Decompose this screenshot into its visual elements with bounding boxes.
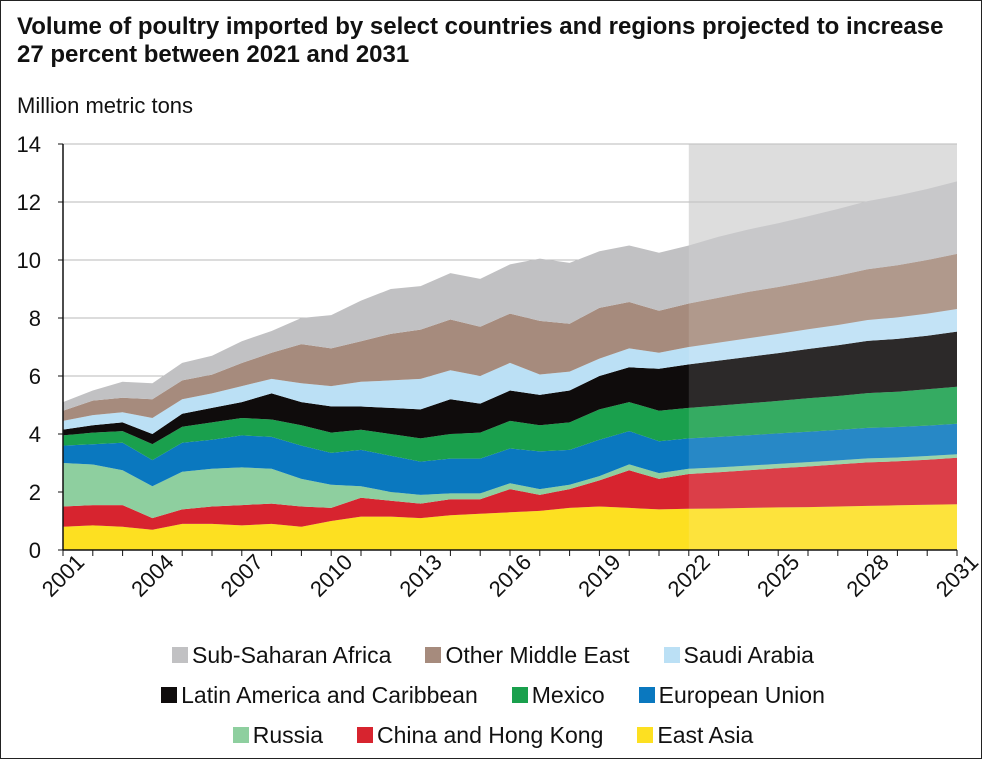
legend-label: Other Middle East [445, 641, 630, 668]
legend-label: European Union [658, 681, 825, 708]
legend-row: Latin America and Caribbean Mexico Europea… [1, 675, 981, 715]
legend-label: Mexico [531, 681, 605, 708]
area-east-asia [63, 504, 957, 550]
area-russia [63, 454, 957, 519]
legend-label: Sub-Saharan Africa [192, 641, 392, 668]
y-tick-label-14: 14 [17, 132, 41, 157]
legend-label: Saudi Arabia [683, 641, 814, 668]
chart-title: Volume of poultry imported by select cou… [17, 13, 944, 68]
legend-item-latin-america-and-caribbean: Latin America and Caribbean [161, 682, 478, 709]
legend-item-russia: Russia [232, 721, 324, 749]
legend: Sub-Saharan Africa Other Middle East Saudi… [1, 635, 981, 755]
y-axis-unit-label: Million metric tons [17, 93, 194, 118]
x-tick-label-2031: 2031 [931, 549, 982, 601]
legend-swatch [637, 727, 654, 743]
legend-label: Russia [252, 721, 324, 748]
legend-item-saudi-arabia: Saudi Arabia [663, 641, 814, 669]
x-tick-label-2004: 2004 [126, 549, 178, 601]
x-tick-label-2013: 2013 [394, 549, 446, 601]
legend-item-mexico: Mexico [511, 681, 605, 709]
y-tick-label-10: 10 [17, 248, 41, 273]
y-tick-label-6: 6 [29, 364, 41, 389]
area-latin-america-and-caribbean [63, 331, 957, 445]
area-saudi-arabia [63, 309, 957, 434]
legend-item-east-asia: East Asia [637, 722, 753, 749]
legend-swatch [511, 687, 528, 703]
x-tick-label-2007: 2007 [216, 549, 268, 601]
projection-overlay [688, 144, 957, 550]
y-tick-label-8: 8 [29, 306, 41, 331]
legend-label: Latin America and Caribbean [181, 681, 478, 708]
plot-area: 0 2 4 6 8 10 12 14 2001 2004 2007 2010 2013 2016 2019 2… [17, 132, 982, 602]
legend-swatch [232, 727, 249, 743]
legend-item-european-union: European Union [638, 681, 825, 709]
x-tick-label-2019: 2019 [573, 549, 625, 601]
area-other-middle-east [63, 253, 957, 421]
legend-swatch [172, 647, 188, 663]
area-sub-saharan-africa [63, 181, 957, 411]
x-tick-label-2001: 2001 [37, 549, 89, 601]
y-tick-label-4: 4 [29, 422, 41, 447]
legend-item-sub-saharan-africa: Sub-Saharan Africa [172, 642, 391, 669]
legend-label: China and Hong Kong [377, 721, 604, 748]
area-mexico [63, 386, 957, 462]
y-tick-label-2: 2 [29, 480, 41, 505]
legend-item-china-and-hong-kong: China and Hong Kong [357, 722, 603, 749]
x-tick-label-2016: 2016 [484, 549, 536, 601]
legend-swatch [161, 687, 178, 703]
legend-swatch [425, 647, 442, 663]
x-tick-label-2028: 2028 [841, 549, 893, 601]
area-european-union [63, 423, 957, 495]
y-tick-label-12: 12 [17, 190, 41, 215]
legend-swatch [638, 687, 655, 703]
x-tick-label-2025: 2025 [752, 549, 804, 601]
area-china-and-hong-kong [63, 457, 957, 530]
legend-label: East Asia [657, 721, 754, 748]
legend-row: Russia China and Hong Kong East Asia [1, 715, 981, 755]
y-tick-label-0: 0 [29, 538, 41, 563]
legend-row: Sub-Saharan Africa Other Middle East Saudi… [1, 635, 981, 675]
legend-swatch [663, 647, 680, 663]
legend-item-other-middle-east: Other Middle East [425, 641, 630, 669]
legend-swatch [357, 727, 374, 743]
x-tick-label-2022: 2022 [663, 549, 715, 601]
x-tick-label-2010: 2010 [305, 549, 357, 601]
